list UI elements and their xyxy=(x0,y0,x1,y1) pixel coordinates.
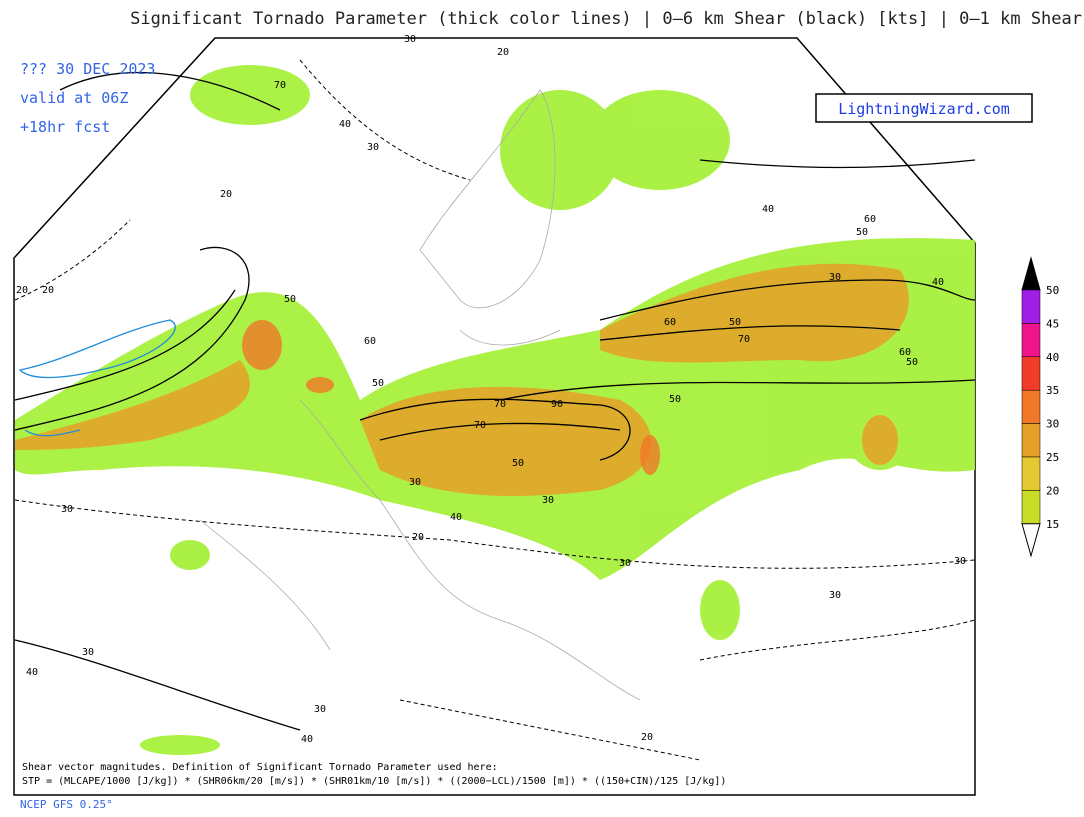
contour-label: 20 xyxy=(641,732,653,743)
legend-top xyxy=(1021,256,1041,291)
legend-label: 20 xyxy=(1046,484,1059,497)
contour-label: 70 xyxy=(494,399,506,410)
model: NCEP GFS 0.25° xyxy=(20,798,113,811)
contour-label: 40 xyxy=(932,277,944,288)
contour-label: 20 xyxy=(412,532,424,543)
contour-label: 20 xyxy=(42,285,54,296)
contour-label: 30 xyxy=(367,142,379,153)
shear-contours xyxy=(14,71,976,731)
legend-label: 15 xyxy=(1046,518,1059,531)
contour-label: 30 xyxy=(409,477,421,488)
legend-label: 50 xyxy=(1046,284,1059,297)
legend-swatch xyxy=(1021,289,1041,324)
contour-label: 30 xyxy=(82,647,94,658)
contour-label: 50 xyxy=(906,357,918,368)
legend-label: 40 xyxy=(1046,351,1059,364)
footer-note: Shear vector magnitudes. Definition of S… xyxy=(22,762,498,773)
contour-label: 20 xyxy=(220,189,232,200)
brand-box xyxy=(815,93,1033,123)
contour-label: 30 xyxy=(954,556,966,567)
contour-label: 60 xyxy=(899,347,911,358)
contour-label: 50 xyxy=(729,317,741,328)
contour-label: 50 xyxy=(669,394,681,405)
legend-label: 35 xyxy=(1046,384,1059,397)
contour-label: 70 xyxy=(738,334,750,345)
title: Significant Tornado Parameter (thick col… xyxy=(130,9,1082,29)
contour-label: 60 xyxy=(364,336,376,347)
contour-label: 30 xyxy=(829,590,841,601)
valid-time: valid at 06Z xyxy=(20,89,128,107)
contour-label: 90 xyxy=(551,399,563,410)
contour-label: 30 xyxy=(314,704,326,715)
legend-label: 25 xyxy=(1046,451,1059,464)
dashed-contours xyxy=(14,59,976,761)
red-areas xyxy=(242,320,660,475)
contour-label: 50 xyxy=(284,294,296,305)
legend-swatch xyxy=(1021,323,1041,358)
orange-areas xyxy=(15,263,909,496)
contour-label: 30 xyxy=(404,34,416,45)
coastlines xyxy=(199,89,641,701)
contour-label: 30 xyxy=(61,504,73,515)
legend-swatch xyxy=(1021,456,1041,491)
contour-label: 70 xyxy=(274,80,286,91)
contour-label: 40 xyxy=(762,204,774,215)
contour-label: 50 xyxy=(512,458,524,469)
legend-swatch xyxy=(1021,490,1041,525)
contour-label: 30 xyxy=(619,558,631,569)
contour-label: 60 xyxy=(664,317,676,328)
contour-label: 40 xyxy=(26,667,38,678)
contour-label: 50 xyxy=(856,227,868,238)
contour-label: 70 xyxy=(474,420,486,431)
contour-label: 40 xyxy=(301,734,313,745)
forecast-hour: +18hr fcst xyxy=(20,118,110,136)
legend-label: 45 xyxy=(1046,317,1059,330)
legend-swatch xyxy=(1021,356,1041,391)
contour-label: 30 xyxy=(542,495,554,506)
contour-label: 30 xyxy=(829,272,841,283)
legend-bottom xyxy=(1021,523,1041,558)
footer-formula: STP = (MLCAPE/1000 [J/kg]) * (SHR06km/20… xyxy=(22,776,726,787)
contour-label: 50 xyxy=(372,378,384,389)
contour-label: 20 xyxy=(497,47,509,58)
legend-label: 30 xyxy=(1046,418,1059,431)
contour-label: 40 xyxy=(339,119,351,130)
color-legend: 15 20 25 30 35 40 45 50 xyxy=(1021,256,1059,558)
brand: LightningWizard.com xyxy=(838,100,1010,118)
contour-label: 60 xyxy=(864,214,876,225)
contour-label: 40 xyxy=(450,512,462,523)
legend-swatch xyxy=(1021,389,1041,424)
blue-contours xyxy=(18,319,176,437)
legend-swatch xyxy=(1021,423,1041,458)
contour-label: 20 xyxy=(16,285,28,296)
run-date: ??? 30 DEC 2023 xyxy=(20,60,155,78)
